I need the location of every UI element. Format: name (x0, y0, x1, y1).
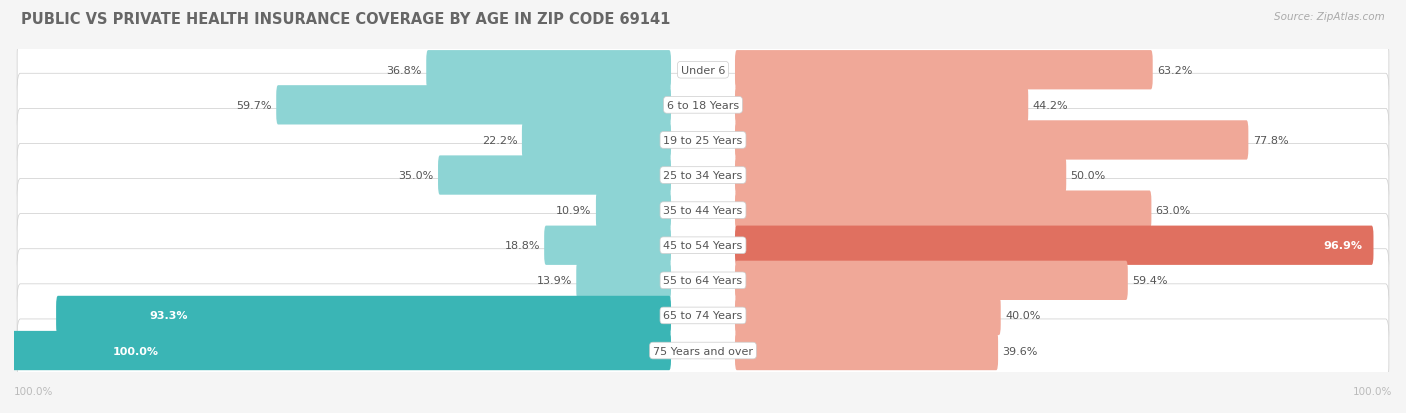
Text: 10.9%: 10.9% (557, 206, 592, 216)
FancyBboxPatch shape (17, 284, 1389, 347)
Text: 19 to 25 Years: 19 to 25 Years (664, 135, 742, 146)
FancyBboxPatch shape (276, 86, 671, 125)
FancyBboxPatch shape (735, 331, 998, 370)
Text: 93.3%: 93.3% (149, 311, 188, 320)
FancyBboxPatch shape (735, 121, 1249, 160)
Text: 55 to 64 Years: 55 to 64 Years (664, 275, 742, 286)
FancyBboxPatch shape (522, 121, 671, 160)
FancyBboxPatch shape (735, 226, 1374, 265)
Text: 36.8%: 36.8% (387, 66, 422, 76)
FancyBboxPatch shape (544, 226, 671, 265)
Text: 100.0%: 100.0% (112, 346, 159, 356)
Text: 100.0%: 100.0% (14, 387, 53, 396)
FancyBboxPatch shape (576, 261, 671, 300)
FancyBboxPatch shape (426, 51, 671, 90)
Text: 44.2%: 44.2% (1032, 101, 1069, 111)
FancyBboxPatch shape (13, 331, 671, 370)
Text: 65 to 74 Years: 65 to 74 Years (664, 311, 742, 320)
FancyBboxPatch shape (17, 214, 1389, 277)
Text: 75 Years and over: 75 Years and over (652, 346, 754, 356)
Text: PUBLIC VS PRIVATE HEALTH INSURANCE COVERAGE BY AGE IN ZIP CODE 69141: PUBLIC VS PRIVATE HEALTH INSURANCE COVER… (21, 12, 671, 27)
FancyBboxPatch shape (17, 109, 1389, 172)
FancyBboxPatch shape (56, 296, 671, 335)
FancyBboxPatch shape (439, 156, 671, 195)
Text: 40.0%: 40.0% (1005, 311, 1040, 320)
FancyBboxPatch shape (735, 86, 1028, 125)
FancyBboxPatch shape (17, 179, 1389, 242)
Text: 35 to 44 Years: 35 to 44 Years (664, 206, 742, 216)
FancyBboxPatch shape (735, 51, 1153, 90)
Text: Under 6: Under 6 (681, 66, 725, 76)
Text: 50.0%: 50.0% (1070, 171, 1105, 180)
Text: 22.2%: 22.2% (482, 135, 517, 146)
Text: 35.0%: 35.0% (398, 171, 433, 180)
FancyBboxPatch shape (17, 319, 1389, 382)
Text: 63.2%: 63.2% (1157, 66, 1192, 76)
Text: 18.8%: 18.8% (505, 241, 540, 251)
Text: 39.6%: 39.6% (1002, 346, 1038, 356)
Text: Source: ZipAtlas.com: Source: ZipAtlas.com (1274, 12, 1385, 22)
FancyBboxPatch shape (17, 144, 1389, 207)
Text: 13.9%: 13.9% (537, 275, 572, 286)
Text: 96.9%: 96.9% (1323, 241, 1362, 251)
FancyBboxPatch shape (735, 191, 1152, 230)
FancyBboxPatch shape (17, 74, 1389, 137)
Text: 45 to 54 Years: 45 to 54 Years (664, 241, 742, 251)
Text: 25 to 34 Years: 25 to 34 Years (664, 171, 742, 180)
Text: 6 to 18 Years: 6 to 18 Years (666, 101, 740, 111)
Text: 77.8%: 77.8% (1253, 135, 1288, 146)
FancyBboxPatch shape (735, 296, 1001, 335)
Text: 100.0%: 100.0% (1353, 387, 1392, 396)
FancyBboxPatch shape (17, 249, 1389, 312)
Text: 63.0%: 63.0% (1156, 206, 1191, 216)
FancyBboxPatch shape (17, 39, 1389, 102)
Text: 59.4%: 59.4% (1132, 275, 1167, 286)
Text: 59.7%: 59.7% (236, 101, 271, 111)
FancyBboxPatch shape (596, 191, 671, 230)
FancyBboxPatch shape (735, 261, 1128, 300)
FancyBboxPatch shape (735, 156, 1066, 195)
